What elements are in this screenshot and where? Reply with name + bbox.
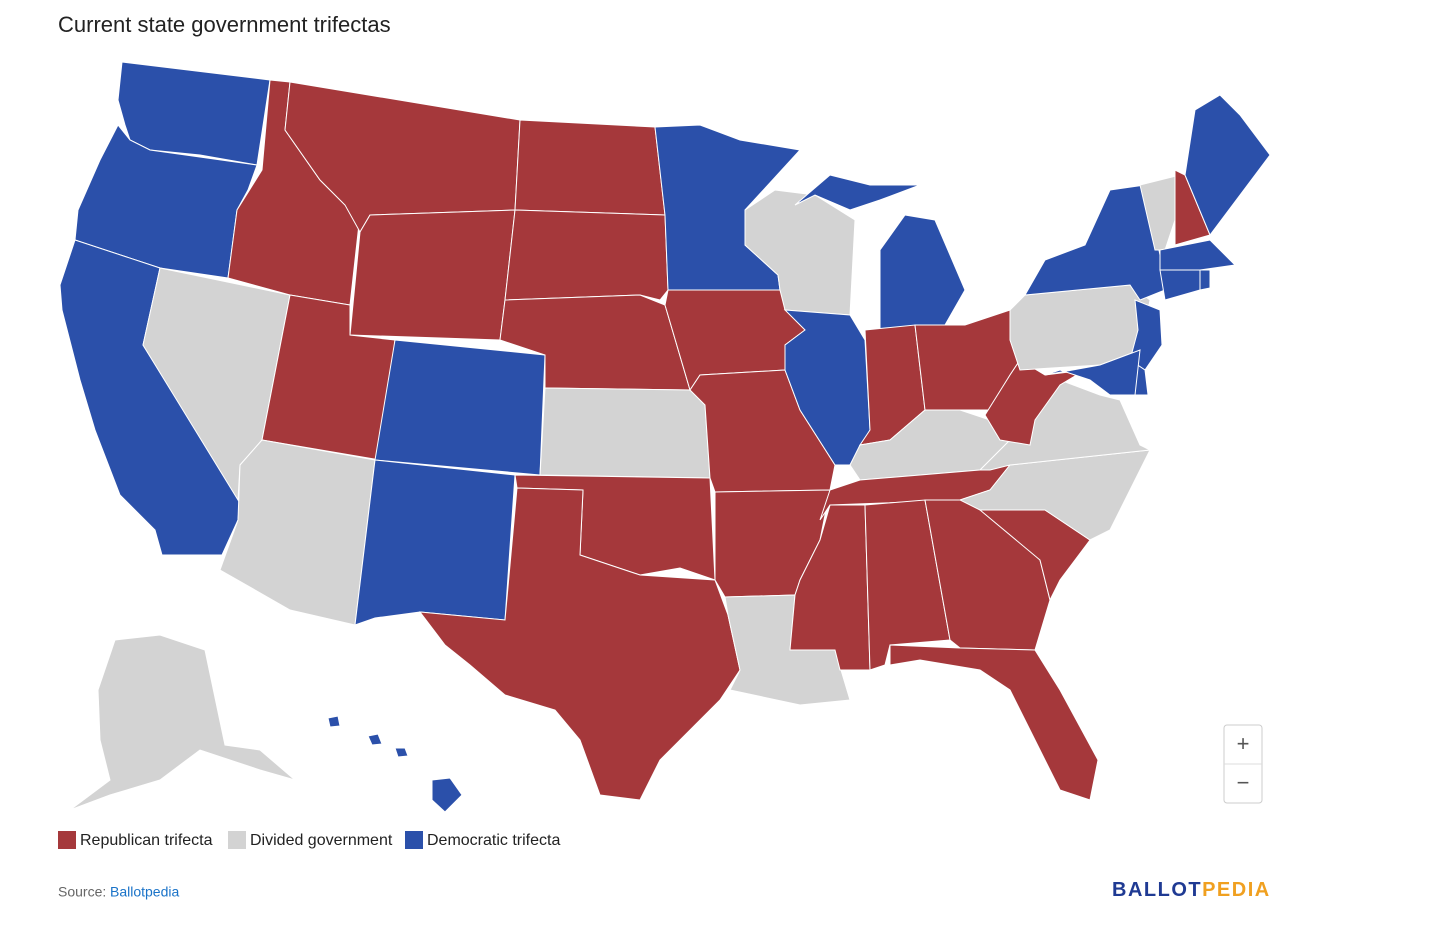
legend-label: Democratic trifecta [427,832,560,849]
states [59,61,1271,813]
legend-swatch [405,831,423,849]
state [889,644,1099,801]
state [689,369,836,493]
state [504,209,669,301]
state [958,449,1151,541]
legend-swatch [228,831,246,849]
state [539,387,711,479]
title: Current state government trifectas [58,12,391,37]
zoom-out[interactable]: − [1237,770,1250,795]
state [349,209,516,341]
state [1159,269,1201,301]
state [1159,239,1237,271]
state [219,439,376,626]
zoom-in[interactable]: + [1237,731,1250,756]
state [327,715,341,728]
source-label: Source: [58,884,106,900]
legend-swatch [58,831,76,849]
logo-right: PEDIA [1202,879,1271,901]
state [394,747,409,758]
logo-left: BALLOT [1112,879,1202,901]
legend-label: Divided government [250,832,393,849]
state [1199,269,1211,291]
source-link[interactable]: Ballotpedia [110,884,179,900]
state [1044,349,1141,396]
logo: BALLOTPEDIA [1112,879,1271,901]
state [431,777,463,813]
state [69,634,296,811]
state [354,459,516,626]
state [879,214,966,331]
legend-label: Republican trifecta [80,832,213,849]
state [1184,94,1271,236]
state [783,309,871,466]
state [367,733,383,746]
zoom-control: + − [1223,724,1263,804]
state [1139,174,1181,251]
legend: Republican trifecta Divided government Dem… [58,831,560,849]
state [794,174,921,211]
state [418,487,741,801]
state [514,119,666,216]
state [374,339,546,476]
